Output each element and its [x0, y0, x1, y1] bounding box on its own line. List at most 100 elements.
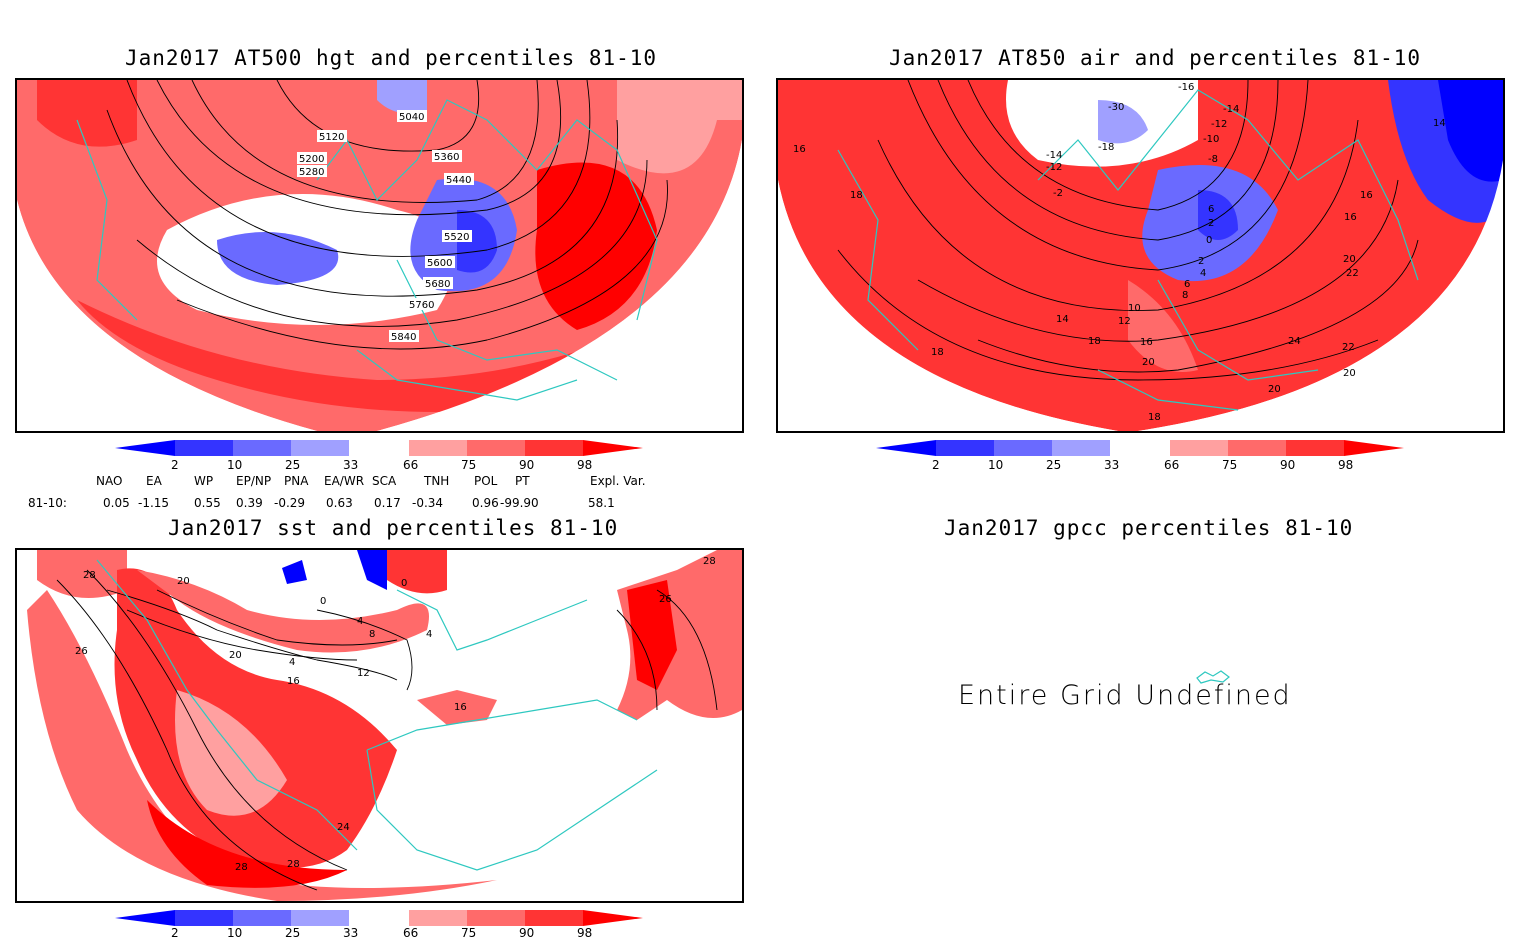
index-value: 0.05	[103, 496, 130, 510]
svg-text:5600: 5600	[427, 258, 452, 269]
sst-map-graphic: 28 26 20 20 0 0 4 8 4 4 16 12 16 24 28 2…	[27, 550, 742, 901]
cbar-tick: 2	[171, 458, 179, 472]
cbar-tick: 90	[519, 926, 535, 940]
cbar-tick: 25	[285, 926, 301, 940]
svg-text:0: 0	[320, 596, 326, 607]
cbar-tick: 66	[403, 926, 419, 940]
cbar-tick: 98	[1338, 458, 1354, 472]
svg-text:5040: 5040	[399, 112, 424, 123]
index-header: EP/NP	[236, 474, 272, 488]
air850-colorbar	[876, 440, 1404, 456]
svg-text:6: 6	[1208, 204, 1214, 215]
svg-text:14: 14	[1056, 314, 1069, 325]
svg-text:16: 16	[793, 144, 806, 155]
svg-text:14: 14	[1433, 118, 1446, 129]
svg-text:5520: 5520	[444, 232, 469, 243]
cbar-tick: 25	[1046, 458, 1062, 472]
svg-text:-12: -12	[1211, 119, 1227, 130]
sst-colorbar-ticks: 2 10 25 33 66 75 90 98	[115, 926, 655, 940]
svg-text:20: 20	[1343, 368, 1356, 379]
index-value: 0.96	[472, 496, 499, 510]
cbar-tick: 33	[1104, 458, 1120, 472]
cbar-tick: 33	[343, 926, 359, 940]
index-header: NAO	[96, 474, 123, 488]
svg-text:0: 0	[401, 578, 407, 589]
svg-text:28: 28	[235, 862, 248, 873]
sst-title: Jan2017 sst and percentiles 81-10	[168, 516, 619, 540]
svg-text:20: 20	[1142, 357, 1155, 368]
svg-text:8: 8	[1182, 290, 1188, 301]
svg-text:5200: 5200	[299, 154, 324, 165]
svg-text:-2: -2	[1053, 188, 1063, 199]
hgt500-map-graphic: 5040 5120 5200 5280 5360 5440 5520 5600 …	[17, 80, 742, 431]
svg-text:5280: 5280	[299, 167, 324, 178]
index-value: 58.1	[588, 496, 615, 510]
svg-text:12: 12	[1118, 316, 1131, 327]
svg-text:6: 6	[1184, 279, 1190, 290]
svg-text:4: 4	[1200, 268, 1206, 279]
cbar-tick: 90	[1280, 458, 1296, 472]
gpcc-coast-fragment	[1196, 670, 1230, 684]
cbar-tick: 25	[285, 458, 301, 472]
cbar-tick: 10	[988, 458, 1004, 472]
hgt500-map: 5040 5120 5200 5280 5360 5440 5520 5600 …	[15, 78, 744, 433]
index-header: EA/WR	[324, 474, 365, 488]
svg-text:2: 2	[1208, 218, 1214, 229]
sst-map: 28 26 20 20 0 0 4 8 4 4 16 12 16 24 28 2…	[15, 548, 744, 903]
hgt500-colorbar	[115, 440, 643, 456]
index-header: TNH	[424, 474, 450, 488]
cbar-tick: 98	[577, 458, 593, 472]
svg-text:5760: 5760	[409, 300, 434, 311]
index-value: -0.34	[412, 496, 444, 510]
svg-text:20: 20	[177, 576, 190, 587]
svg-text:28: 28	[287, 859, 300, 870]
index-value: 0.39	[236, 496, 263, 510]
svg-text:20: 20	[1268, 384, 1281, 395]
svg-text:4: 4	[357, 616, 363, 627]
svg-text:18: 18	[1148, 412, 1161, 423]
index-value: 0.63	[326, 496, 353, 510]
svg-text:5360: 5360	[434, 152, 459, 163]
svg-text:-16: -16	[1178, 82, 1194, 93]
index-header: PT	[515, 474, 530, 488]
svg-text:16: 16	[454, 702, 467, 713]
svg-text:20: 20	[229, 650, 242, 661]
svg-text:16: 16	[1140, 337, 1153, 348]
index-value: -1.15	[138, 496, 170, 510]
index-header: WP	[194, 474, 214, 488]
svg-text:5680: 5680	[425, 279, 450, 290]
index-header: Expl. Var.	[590, 474, 646, 488]
cbar-tick: 75	[461, 458, 477, 472]
svg-text:24: 24	[337, 822, 350, 833]
svg-text:16: 16	[1360, 190, 1373, 201]
svg-text:16: 16	[287, 676, 300, 687]
svg-text:18: 18	[850, 190, 863, 201]
svg-text:5120: 5120	[319, 132, 344, 143]
svg-text:28: 28	[83, 570, 96, 581]
svg-text:18: 18	[931, 347, 944, 358]
cbar-tick: 75	[1222, 458, 1238, 472]
cbar-tick: 90	[519, 458, 535, 472]
svg-text:26: 26	[75, 646, 88, 657]
svg-text:12: 12	[357, 668, 370, 679]
svg-text:-10: -10	[1203, 134, 1219, 145]
svg-text:-14: -14	[1223, 104, 1239, 115]
cbar-tick: 10	[227, 458, 243, 472]
hgt500-title: Jan2017 AT500 hgt and percentiles 81-10	[125, 46, 658, 70]
svg-text:16: 16	[1344, 212, 1357, 223]
cbar-tick: 66	[403, 458, 419, 472]
svg-text:-14: -14	[1046, 150, 1062, 161]
cbar-tick: 10	[227, 926, 243, 940]
air850-title: Jan2017 AT850 air and percentiles 81-10	[889, 46, 1422, 70]
air850-map: -30 -16 -14 -12 -10 -8 -18 -14 -12 -2 16…	[776, 78, 1505, 433]
air850-colorbar-ticks: 2 10 25 33 66 75 90 98	[876, 458, 1416, 472]
svg-text:0: 0	[1206, 235, 1212, 246]
svg-text:18: 18	[1088, 336, 1101, 347]
cbar-tick: 33	[343, 458, 359, 472]
cbar-tick: 75	[461, 926, 477, 940]
svg-text:24: 24	[1288, 336, 1301, 347]
index-header: EA	[146, 474, 162, 488]
svg-text:5840: 5840	[391, 332, 416, 343]
cbar-tick: 98	[577, 926, 593, 940]
cbar-tick: 66	[1164, 458, 1180, 472]
